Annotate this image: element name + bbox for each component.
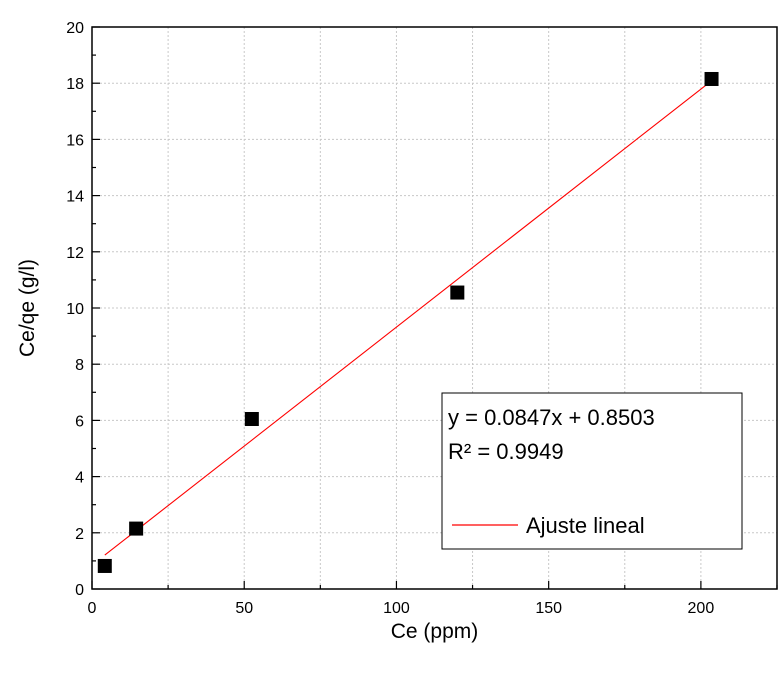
data-points-layer — [97, 71, 719, 573]
r-squared-label: R² = 0.9949 — [448, 439, 564, 464]
data-point — [244, 411, 259, 426]
y-tick-label: 2 — [75, 526, 84, 543]
grid — [92, 27, 777, 589]
data-point — [129, 521, 144, 536]
legend: y = 0.0847x + 0.8503 R² = 0.9949 Ajuste … — [441, 392, 743, 550]
x-tick-label: 200 — [688, 600, 715, 617]
x-axis: 0 50 100 150 200 — [88, 581, 778, 617]
y-tick-label: 18 — [66, 76, 84, 93]
data-point — [450, 285, 465, 300]
y-tick-label: 6 — [75, 413, 84, 430]
y-tick-label: 10 — [66, 301, 84, 318]
data-point — [97, 558, 112, 573]
y-tick-label: 4 — [75, 470, 84, 487]
x-tick-label: 150 — [535, 600, 562, 617]
legend-entry-fit-line: Ajuste lineal — [526, 513, 645, 538]
x-axis-title: Ce (ppm) — [391, 620, 479, 643]
x-tick-label: 0 — [88, 600, 97, 617]
x-tick-label: 100 — [383, 600, 410, 617]
y-tick-label: 8 — [75, 357, 84, 374]
y-axis-title: Ce/qe (g/l) — [16, 259, 39, 357]
fit-line — [104, 80, 712, 556]
equation-label: y = 0.0847x + 0.8503 — [448, 405, 655, 430]
y-axis: 0 2 4 6 8 10 12 14 16 18 20 — [66, 20, 100, 599]
fit-line-layer — [104, 80, 712, 556]
y-tick-label: 20 — [66, 20, 84, 37]
y-tick-label: 16 — [66, 132, 84, 149]
data-point — [704, 71, 719, 86]
y-tick-label: 0 — [75, 582, 84, 599]
y-tick-label: 12 — [66, 245, 84, 262]
y-tick-label: 14 — [66, 189, 84, 206]
x-tick-label: 50 — [235, 600, 253, 617]
legend-box — [441, 392, 743, 550]
